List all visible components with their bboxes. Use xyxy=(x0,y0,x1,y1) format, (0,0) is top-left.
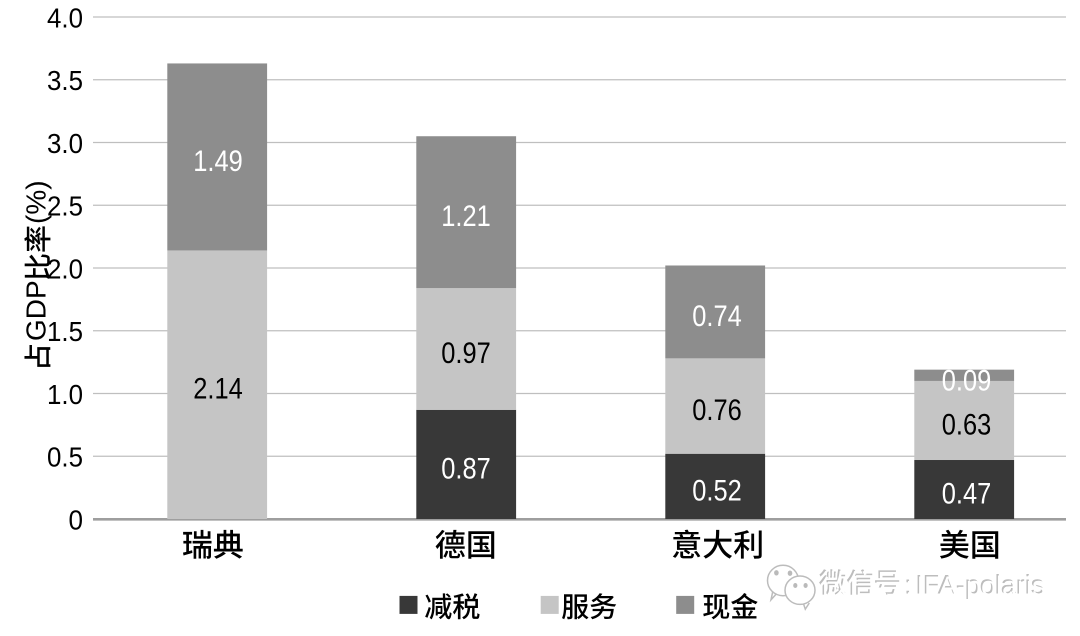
svg-text:0.63: 0.63 xyxy=(942,409,992,442)
svg-text:3.0: 3.0 xyxy=(47,128,83,159)
svg-text:1.49: 1.49 xyxy=(193,145,243,178)
svg-text:0.09: 0.09 xyxy=(942,364,992,397)
svg-text:1.5: 1.5 xyxy=(47,316,83,347)
svg-text:0.47: 0.47 xyxy=(942,478,992,511)
svg-text:4.0: 4.0 xyxy=(47,2,83,33)
svg-text::: : xyxy=(904,570,912,600)
svg-text:0.5: 0.5 xyxy=(47,442,83,473)
svg-text:1.0: 1.0 xyxy=(47,379,83,410)
svg-text:0.87: 0.87 xyxy=(441,452,491,485)
svg-text:0.76: 0.76 xyxy=(692,394,742,427)
svg-text:1.21: 1.21 xyxy=(441,200,491,233)
svg-text:2.5: 2.5 xyxy=(47,191,83,222)
svg-text::: : xyxy=(906,571,914,601)
svg-text:0.52: 0.52 xyxy=(692,474,742,507)
svg-text:2.14: 2.14 xyxy=(193,373,243,406)
svg-text:IFA-polaris: IFA-polaris xyxy=(915,570,1044,600)
svg-text:(%): (%) xyxy=(20,180,51,224)
svg-text:2.0: 2.0 xyxy=(47,253,83,284)
svg-text:0.97: 0.97 xyxy=(441,337,491,370)
svg-text:GDP: GDP xyxy=(20,280,51,341)
svg-text:0.74: 0.74 xyxy=(692,300,742,333)
svg-text:0: 0 xyxy=(69,504,84,535)
svg-text:3.5: 3.5 xyxy=(47,65,83,96)
svg-text:IFA-polaris: IFA-polaris xyxy=(917,571,1046,601)
